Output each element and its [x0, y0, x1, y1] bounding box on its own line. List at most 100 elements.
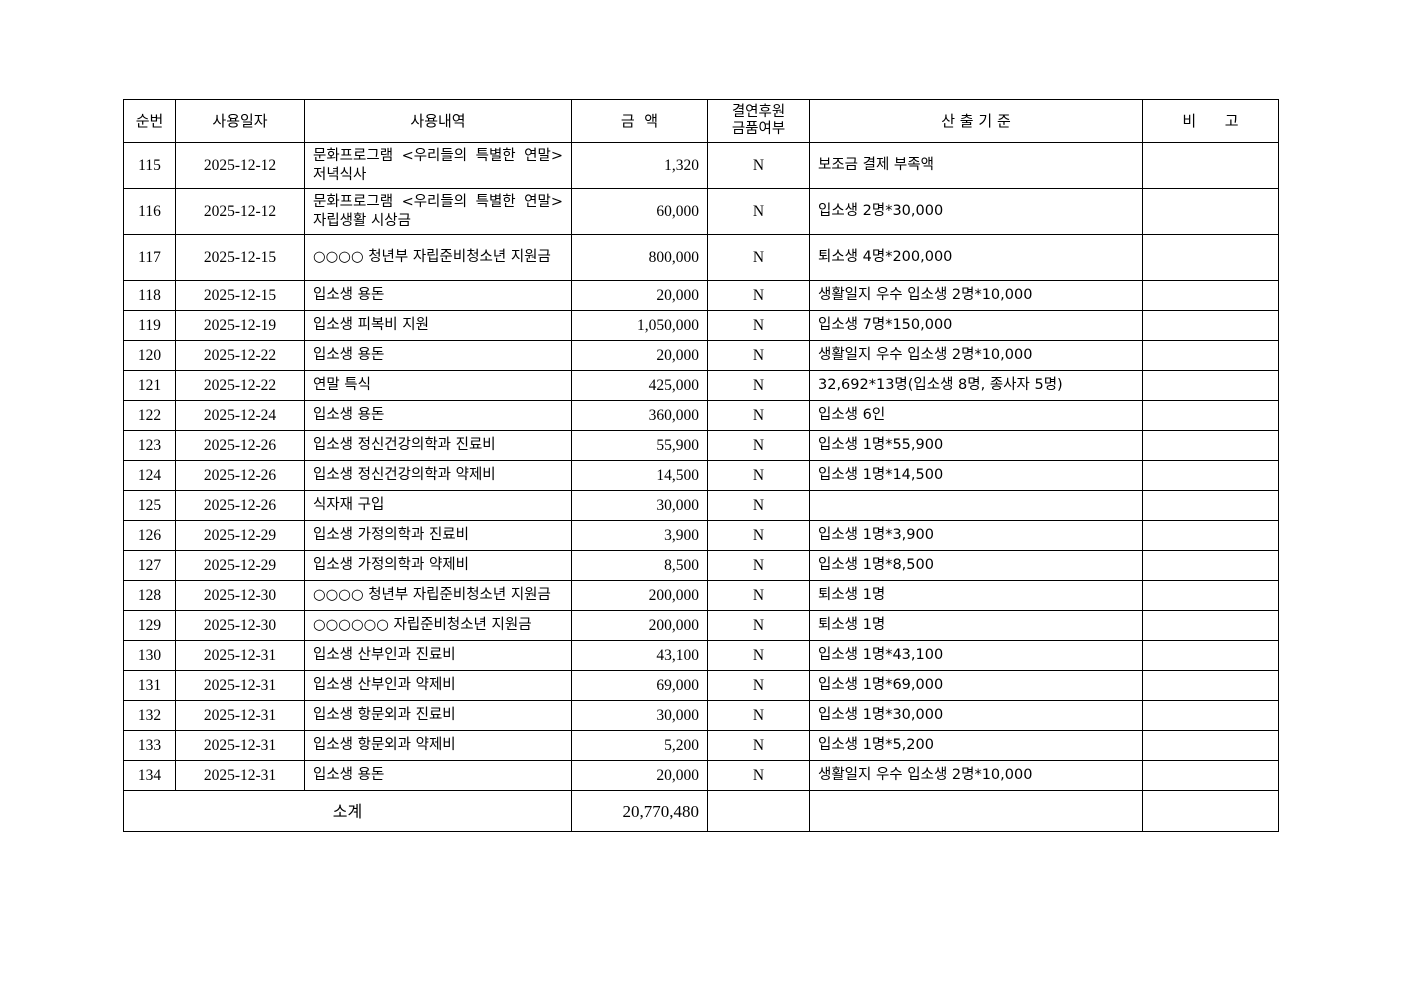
row-number: 124: [123, 460, 176, 491]
header-desc: 사용내역: [304, 99, 572, 143]
header-donation: 결연후원 금품여부: [707, 99, 810, 143]
row-note: [1142, 340, 1279, 371]
row-date: 2025-12-22: [175, 340, 305, 371]
row-description: 입소생 산부인과 약제비: [304, 670, 572, 701]
row-date: 2025-12-19: [175, 310, 305, 341]
table-row: 128 2025-12-30 ○○○○ 청년부 자립준비청소년 지원금 200,000…: [123, 580, 1279, 611]
row-date: 2025-12-30: [175, 610, 305, 641]
row-donation-flag: N: [707, 760, 810, 791]
row-date: 2025-12-12: [175, 142, 305, 189]
row-number: 118: [123, 280, 176, 311]
row-date: 2025-12-26: [175, 490, 305, 521]
row-basis: 입소생 2명*30,000: [809, 188, 1143, 235]
row-date: 2025-12-31: [175, 640, 305, 671]
row-basis: 입소생 7명*150,000: [809, 310, 1143, 341]
row-date: 2025-12-31: [175, 730, 305, 761]
row-amount: 20,000: [571, 760, 708, 791]
row-number: 128: [123, 580, 176, 611]
row-date: 2025-12-26: [175, 430, 305, 461]
row-number: 126: [123, 520, 176, 551]
row-number: 123: [123, 430, 176, 461]
row-donation-flag: N: [707, 520, 810, 551]
table-row: 129 2025-12-30 ○○○○○○ 자립준비청소년 지원금 200,000 N 퇴…: [123, 610, 1279, 641]
row-number: 132: [123, 700, 176, 731]
table-row: 119 2025-12-19 입소생 피복비 지원 1,050,000 N 입소생 7명*…: [123, 310, 1279, 341]
table-row: 130 2025-12-31 입소생 산부인과 진료비 43,100 N 입소생 1명*4…: [123, 640, 1279, 671]
row-note: [1142, 730, 1279, 761]
table-row: 116 2025-12-12 문화프로그램 <우리들의 특별한 연말> 자립생활 시…: [123, 188, 1279, 235]
table-row: 126 2025-12-29 입소생 가정의학과 진료비 3,900 N 입소생 1명*3…: [123, 520, 1279, 551]
row-note: [1142, 310, 1279, 341]
row-basis: 입소생 1명*30,000: [809, 700, 1143, 731]
row-note: [1142, 700, 1279, 731]
row-amount: 69,000: [571, 670, 708, 701]
table-row: 134 2025-12-31 입소생 용돈 20,000 N 생활일지 우수 입소생 2명…: [123, 760, 1279, 791]
row-note: [1142, 142, 1279, 189]
row-basis: 입소생 1명*14,500: [809, 460, 1143, 491]
row-note: [1142, 580, 1279, 611]
table-row: 117 2025-12-15 ○○○○ 청년부 자립준비청소년 지원금 800,000…: [123, 234, 1279, 281]
row-number: 130: [123, 640, 176, 671]
row-donation-flag: N: [707, 670, 810, 701]
row-number: 131: [123, 670, 176, 701]
row-date: 2025-12-30: [175, 580, 305, 611]
row-donation-flag: N: [707, 610, 810, 641]
row-number: 120: [123, 340, 176, 371]
row-date: 2025-12-22: [175, 370, 305, 401]
row-basis: 퇴소생 4명*200,000: [809, 234, 1143, 281]
row-description: 입소생 항문외과 진료비: [304, 700, 572, 731]
header-amount: 금 액: [571, 99, 708, 143]
row-number: 125: [123, 490, 176, 521]
table-row: 132 2025-12-31 입소생 항문외과 진료비 30,000 N 입소생 1명*3…: [123, 700, 1279, 731]
table-row: 120 2025-12-22 입소생 용돈 20,000 N 생활일지 우수 입소생 2명…: [123, 340, 1279, 371]
table-row: 115 2025-12-12 문화프로그램 <우리들의 특별한 연말> 저녁식사 1,…: [123, 142, 1279, 189]
row-number: 119: [123, 310, 176, 341]
row-basis: 입소생 1명*69,000: [809, 670, 1143, 701]
row-number: 129: [123, 610, 176, 641]
table-row: 118 2025-12-15 입소생 용돈 20,000 N 생활일지 우수 입소생 2명…: [123, 280, 1279, 311]
row-amount: 60,000: [571, 188, 708, 235]
row-donation-flag: N: [707, 580, 810, 611]
row-description: ○○○○ 청년부 자립준비청소년 지원금: [304, 234, 572, 281]
row-description: 입소생 용돈: [304, 400, 572, 431]
row-description: 입소생 정신건강의학과 약제비: [304, 460, 572, 491]
row-basis: 생활일지 우수 입소생 2명*10,000: [809, 280, 1143, 311]
row-amount: 55,900: [571, 430, 708, 461]
row-number: 117: [123, 234, 176, 281]
row-description: 문화프로그램 <우리들의 특별한 연말> 저녁식사: [304, 142, 572, 189]
row-note: [1142, 610, 1279, 641]
row-date: 2025-12-15: [175, 234, 305, 281]
row-amount: 3,900: [571, 520, 708, 551]
row-note: [1142, 280, 1279, 311]
total-donation: [707, 790, 810, 832]
row-note: [1142, 490, 1279, 521]
row-amount: 1,320: [571, 142, 708, 189]
row-amount: 360,000: [571, 400, 708, 431]
row-basis: 32,692*13명(입소생 8명, 종사자 5명): [809, 370, 1143, 401]
row-description: 입소생 피복비 지원: [304, 310, 572, 341]
row-date: 2025-12-24: [175, 400, 305, 431]
row-donation-flag: N: [707, 460, 810, 491]
row-description: 입소생 항문외과 약제비: [304, 730, 572, 761]
row-number: 122: [123, 400, 176, 431]
row-description: ○○○○○○ 자립준비청소년 지원금: [304, 610, 572, 641]
row-note: [1142, 520, 1279, 551]
row-donation-flag: N: [707, 550, 810, 581]
row-note: [1142, 400, 1279, 431]
row-number: 116: [123, 188, 176, 235]
row-amount: 5,200: [571, 730, 708, 761]
row-donation-flag: N: [707, 370, 810, 401]
table-row: 127 2025-12-29 입소생 가정의학과 약제비 8,500 N 입소생 1명*8…: [123, 550, 1279, 581]
header-basis: 산 출 기 준: [809, 99, 1143, 143]
header-row: 순번 사용일자 사용내역 금 액 결연후원 금품여부 산 출 기 준 비 고: [123, 99, 1279, 143]
row-note: [1142, 188, 1279, 235]
table-row: 121 2025-12-22 연말 특식 425,000 N 32,692*13명(입소생…: [123, 370, 1279, 401]
row-amount: 200,000: [571, 580, 708, 611]
row-donation-flag: N: [707, 490, 810, 521]
row-amount: 1,050,000: [571, 310, 708, 341]
header-donation-line1: 결연후원: [731, 104, 786, 120]
row-description: 입소생 용돈: [304, 280, 572, 311]
row-donation-flag: N: [707, 310, 810, 341]
row-donation-flag: N: [707, 400, 810, 431]
row-number: 121: [123, 370, 176, 401]
